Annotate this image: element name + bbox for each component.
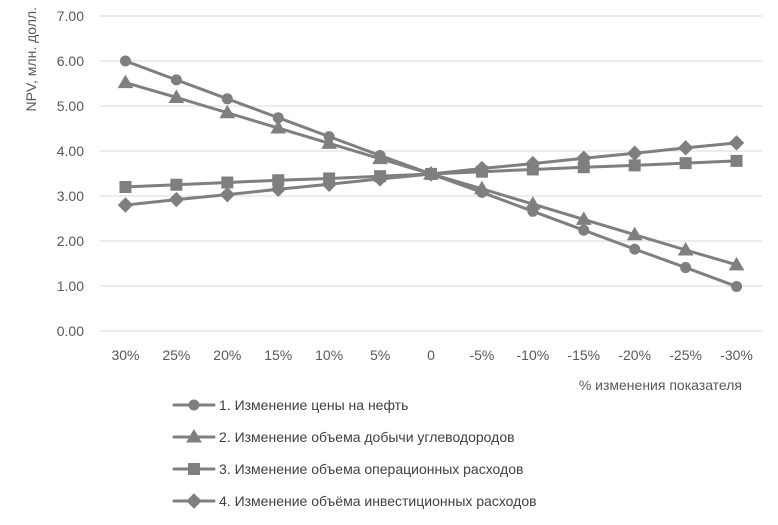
legend-marker (188, 399, 200, 411)
x-tick-label: -20% (618, 347, 651, 363)
legend-item: 3. Изменение объема операционных расходо… (172, 461, 523, 477)
data-point (221, 93, 233, 105)
x-tick-label: 0 (427, 347, 435, 363)
data-point (221, 176, 234, 189)
data-point (170, 74, 182, 86)
y-tick-label: 5.00 (57, 98, 84, 114)
legend: 1. Изменение цены на нефть 2. Изменение о… (172, 397, 537, 509)
legend-item: 4. Изменение объёма инвестиционных расхо… (172, 493, 537, 509)
data-point (168, 89, 185, 103)
legend-label: 4. Изменение объёма инвестиционных расхо… (219, 493, 537, 509)
y-tick-label: 6.00 (57, 53, 84, 69)
y-axis-title: NPV, млн. долл. (23, 7, 39, 111)
y-tick-label: 7.00 (57, 8, 84, 24)
x-tick-label: 10% (315, 347, 343, 363)
x-tick-label: 15% (264, 347, 292, 363)
data-point (679, 157, 692, 170)
data-point (270, 120, 287, 134)
legend-label: 1. Изменение цены на нефть (219, 397, 408, 413)
y-tick-label: 2.00 (57, 233, 84, 249)
series-4 (117, 135, 745, 213)
data-point (270, 181, 286, 197)
data-point (524, 196, 541, 210)
data-point (629, 243, 641, 255)
y-tick-label: 1.00 (57, 278, 84, 294)
x-tick-label: 30% (111, 347, 139, 363)
data-point (117, 74, 134, 89)
data-point (219, 104, 236, 119)
data-point (628, 159, 641, 172)
data-point (170, 178, 183, 191)
data-point (626, 226, 643, 241)
x-tick-label: -15% (567, 347, 600, 363)
y-tick-label: 4.00 (57, 143, 84, 159)
data-point (423, 166, 439, 182)
data-point (680, 262, 692, 274)
series-group (117, 55, 745, 292)
data-point (677, 140, 694, 156)
data-point (372, 150, 388, 165)
legend-marker (186, 429, 202, 443)
data-point (119, 55, 131, 67)
y-axis-ticks: 0.00 1.00 2.00 3.00 4.00 5.00 6.00 7.00 (57, 8, 84, 339)
data-point (372, 171, 388, 187)
data-point (677, 242, 694, 256)
y-tick-label: 0.00 (57, 323, 84, 339)
x-tick-label: 20% (213, 347, 241, 363)
data-point (321, 135, 338, 149)
data-point (730, 154, 743, 167)
data-point (731, 280, 743, 292)
x-tick-label: -10% (517, 347, 550, 363)
data-point (578, 224, 590, 236)
data-point (474, 160, 490, 177)
x-tick-label: -25% (669, 347, 702, 363)
data-point (728, 135, 745, 151)
data-point (626, 145, 643, 161)
data-point (575, 211, 592, 225)
data-point (168, 191, 185, 208)
data-point (119, 181, 132, 193)
data-point (728, 256, 745, 271)
data-point (321, 176, 337, 193)
legend-item: 2. Изменение объема добычи углеводородов (172, 429, 515, 445)
data-point (576, 150, 592, 166)
x-tick-label: 25% (162, 347, 190, 363)
data-point (219, 186, 236, 203)
legend-item: 1. Изменение цены на нефть (172, 397, 408, 413)
data-point (525, 155, 541, 172)
legend-label: 2. Изменение объема добычи углеводородов (219, 429, 515, 445)
data-point (117, 197, 134, 213)
x-tick-label: -30% (720, 347, 753, 363)
legend-label: 3. Изменение объема операционных расходо… (219, 461, 523, 477)
y-tick-label: 3.00 (57, 188, 84, 204)
x-tick-label: 5% (370, 347, 390, 363)
x-tick-label: -5% (469, 347, 494, 363)
x-axis-ticks: 30% 25% 20% 15% 10% 5% 0 -5% -10% -15% -20% -25% -30… (111, 347, 752, 363)
data-point (474, 180, 490, 195)
x-axis-title: % изменения показателя (579, 377, 742, 393)
legend-marker (186, 493, 202, 509)
legend-marker (188, 463, 200, 475)
